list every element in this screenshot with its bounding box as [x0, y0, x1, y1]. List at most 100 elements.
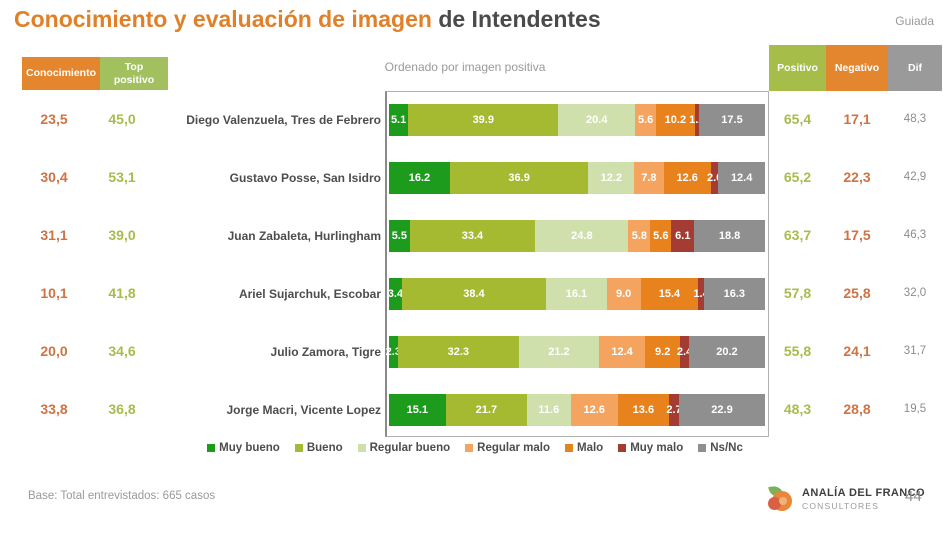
brand: ANALÍA DEL FRANCO CONSULTORES	[768, 485, 925, 512]
bar-segment-regular-bueno: 16.1	[546, 278, 607, 310]
legend-item: Regular bueno	[357, 442, 450, 454]
legend-item: Bueno	[294, 442, 343, 454]
row-dif-value: 31,7	[903, 345, 927, 357]
bar-segment-regular-malo: 12.6	[570, 394, 618, 426]
plot-frame	[385, 91, 769, 437]
row-positivo-value: 65,4	[783, 111, 812, 127]
row-conocimiento-value: 31,1	[40, 227, 68, 243]
legend-label: Muy bueno	[219, 442, 280, 454]
legend-swatch-icon	[207, 444, 216, 452]
bar-segment-malo: 13.6	[617, 394, 669, 426]
mode-label: Guiada	[895, 14, 934, 28]
bar-segment-bueno: 33.4	[409, 220, 536, 252]
bar-segment-bueno: 32.3	[397, 336, 520, 368]
bar-segment-bueno: 39.9	[408, 104, 559, 136]
bar-segment-regular-bueno: 21.2	[519, 336, 599, 368]
row-name: Jorge Macri, Vicente Lopez	[226, 403, 382, 417]
row-negativo-value: 17,1	[843, 111, 871, 127]
row-top-positivo-value: 34,6	[108, 343, 136, 359]
legend-label: Muy malo	[630, 442, 684, 454]
row-name: Juan Zabaleta, Hurlingham	[227, 229, 381, 243]
bar-segment-ns-nc: 12.4	[718, 162, 765, 194]
page-title: Conocimiento y evaluación de imagen de I…	[14, 6, 601, 33]
bar-segment-regular-malo: 9.0	[606, 278, 641, 310]
bar-segment-muy-malo: 2.4	[677, 336, 692, 368]
row-positivo-value: 57,8	[783, 285, 812, 301]
bar-segment-muy-malo: 6.1	[671, 220, 695, 252]
bar-segment-ns-nc: 17.5	[699, 104, 765, 136]
bar-segment-muy-malo: 2.0	[707, 162, 722, 194]
bar-segment-regular-malo: 12.4	[598, 336, 646, 368]
legend-swatch-icon	[618, 444, 627, 452]
bar-segment-muy-bueno: 3.4	[388, 278, 403, 310]
row-positivo-value: 65,2	[783, 169, 812, 185]
row-dif-value: 32,0	[903, 287, 927, 299]
legend-swatch-icon	[294, 444, 303, 452]
row-top-positivo-value: 53,1	[108, 169, 136, 185]
stacked-bar: 2.3 32.3 21.2 12.4 9.2 2.4 20.2	[386, 336, 765, 368]
legend-swatch-icon	[357, 444, 366, 452]
row-positivo-value: 55,8	[783, 343, 812, 359]
row-name: Ariel Sujarchuk, Escobar	[238, 287, 381, 301]
row-positivo-value: 63,7	[783, 227, 812, 243]
legend-swatch-icon	[465, 444, 474, 452]
row-top-positivo-value: 45,0	[108, 111, 136, 127]
row-top-positivo-value: 41,8	[108, 285, 136, 301]
row-negativo-value: 28,8	[843, 401, 871, 417]
bar-segment-ns-nc: 16.3	[703, 278, 765, 310]
stacked-bar: 5.1 39.9 20.4 5.6 10.2 1.2 17.5	[389, 104, 765, 136]
bar-segment-bueno: 38.4	[401, 278, 547, 310]
analia-del-franco-logo-icon	[768, 485, 794, 512]
legend-swatch-icon	[565, 444, 573, 452]
col-header-dif: Dif	[888, 45, 942, 91]
legend-label: Ns/Nc	[710, 442, 743, 454]
row-dif-value: 42,9	[903, 171, 927, 183]
legend-label: Regular malo	[477, 442, 550, 454]
row-conocimiento-value: 10,1	[40, 285, 68, 301]
legend-swatch-icon	[698, 444, 707, 452]
row-negativo-value: 22,3	[843, 169, 871, 185]
row-dif-value: 19,5	[903, 403, 927, 415]
bar-segment-muy-bueno: 2.3	[386, 336, 401, 368]
legend-item: Muy malo	[618, 442, 683, 454]
row-dif-value: 48,3	[903, 113, 927, 125]
brand-text: ANALÍA DEL FRANCO CONSULTORES	[802, 487, 925, 510]
row-negativo-value: 24,1	[843, 343, 871, 359]
row-conocimiento-value: 20,0	[40, 343, 68, 359]
row-top-positivo-value: 36,8	[108, 401, 136, 417]
sort-caption: Ordenado por imagen positiva	[384, 60, 546, 74]
brand-subtitle: CONSULTORES	[802, 500, 880, 511]
logo-hole-shape	[779, 497, 787, 505]
bar-segment-regular-malo: 5.6	[635, 104, 657, 136]
bar-segment-muy-bueno: 5.5	[389, 220, 410, 252]
row-negativo-value: 17,5	[843, 227, 871, 243]
legend-item: Regular malo	[465, 442, 550, 454]
stacked-bar: 3.4 38.4 16.1 9.0 15.4 1.4 16.3	[388, 278, 765, 310]
bar-segment-ns-nc: 22.9	[679, 394, 765, 426]
bar-segment-malo: 5.6	[650, 220, 672, 252]
bar-segment-malo: 15.4	[640, 278, 699, 310]
bar-segment-ns-nc: 18.8	[694, 220, 765, 252]
stacked-bar: 16.2 36.9 12.2 7.8 12.6 2.0 12.4	[389, 162, 765, 194]
bar-segment-regular-malo: 5.8	[628, 220, 651, 252]
brand-name: ANALÍA DEL FRANCO	[802, 487, 925, 500]
row-name: Diego Valenzuela, Tres de Febrero	[186, 113, 381, 127]
bar-segment-muy-bueno: 16.2	[389, 162, 450, 194]
row-conocimiento-value: 33,8	[40, 401, 68, 417]
row-top-positivo-value: 39,0	[108, 227, 136, 243]
page-number: 44	[905, 488, 922, 505]
bar-segment-malo: 12.6	[663, 162, 711, 194]
legend-label: Malo	[577, 442, 604, 454]
legend: Muy bueno Bueno Regular bueno Regular malo M…	[0, 442, 950, 454]
legend-item: Muy bueno	[207, 442, 280, 454]
bar-segment-regular-malo: 7.8	[634, 162, 664, 194]
row-conocimiento-value: 23,5	[40, 111, 68, 127]
bar-segment-muy-bueno: 5.1	[389, 104, 409, 136]
legend-item: Ns/Nc	[698, 442, 743, 454]
bar-segment-muy-malo: 2.7	[666, 394, 682, 426]
bar-segment-regular-bueno: 20.4	[558, 104, 636, 136]
row-dif-value: 46,3	[903, 229, 927, 241]
row-positivo-value: 48,3	[783, 401, 812, 417]
bar-segment-bueno: 36.9	[449, 162, 589, 194]
